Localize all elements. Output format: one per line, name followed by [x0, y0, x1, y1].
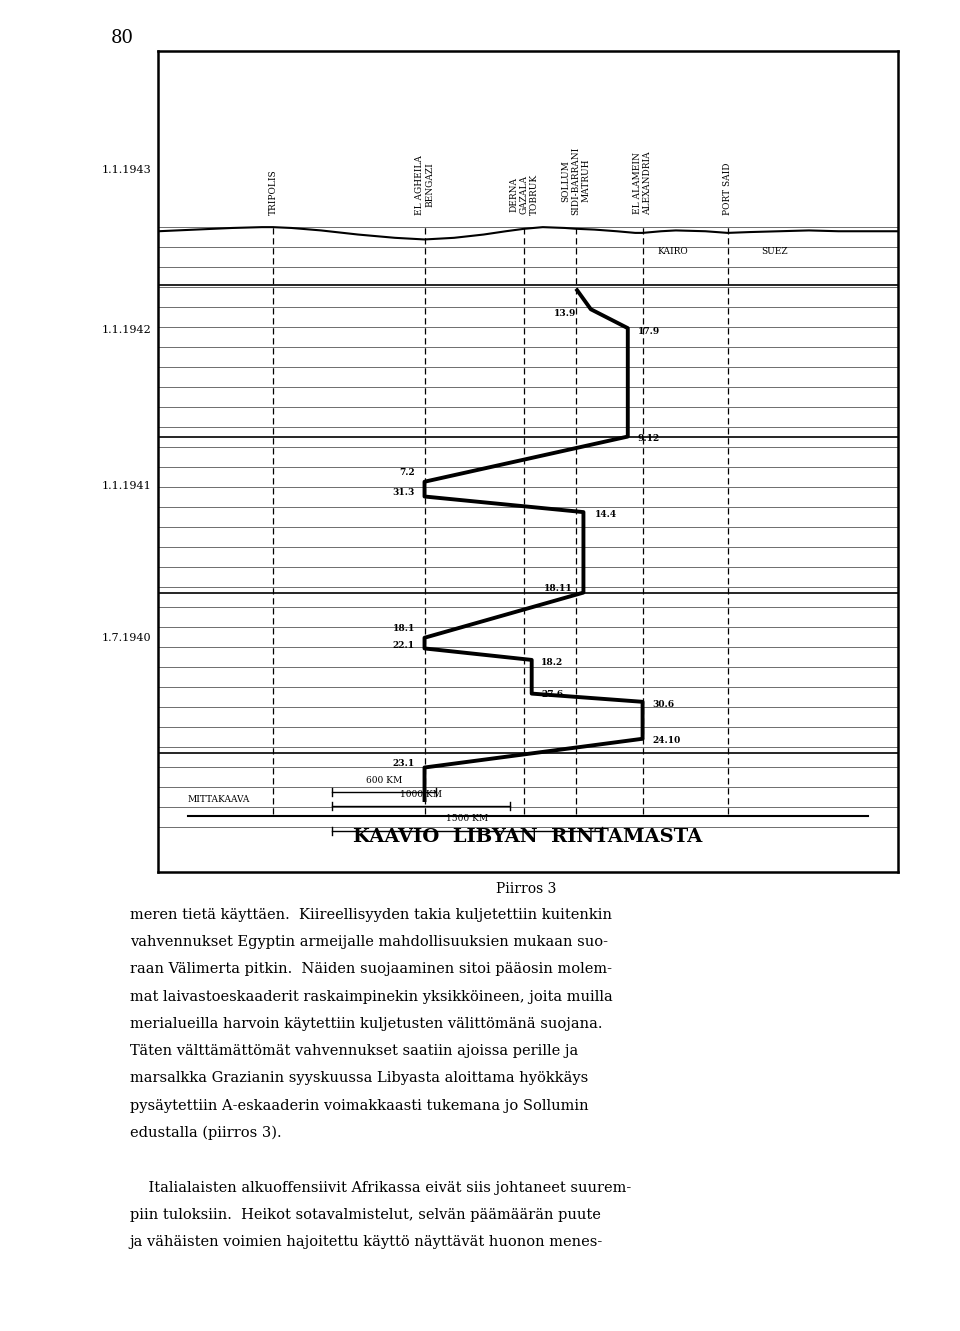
Text: 13.9: 13.9 [554, 309, 576, 318]
Text: 7.2: 7.2 [399, 469, 415, 478]
Text: 80: 80 [110, 28, 133, 47]
Text: 24.10: 24.10 [652, 736, 681, 745]
Text: TRIPOLIS: TRIPOLIS [269, 169, 277, 214]
Text: 1.1.1942: 1.1.1942 [101, 325, 151, 335]
Text: Piirros 3: Piirros 3 [496, 882, 556, 897]
Text: 18.2: 18.2 [541, 658, 564, 667]
Text: vahvennukset Egyptin armeijalle mahdollisuuksien mukaan suo-: vahvennukset Egyptin armeijalle mahdolli… [130, 934, 608, 949]
Text: 600 KM: 600 KM [366, 776, 402, 785]
Text: marsalkka Grazianin syyskuussa Libyasta aloittama hyökkäys: marsalkka Grazianin syyskuussa Libyasta … [130, 1071, 588, 1086]
Text: Italialaisten alkuoffensiivit Afrikassa eivät siis johtaneet suurem-: Italialaisten alkuoffensiivit Afrikassa … [130, 1181, 631, 1195]
Text: 1500 KM: 1500 KM [446, 815, 488, 824]
Text: mat laivastoeskaaderit raskaimpinekin yksikköineen, joita muilla: mat laivastoeskaaderit raskaimpinekin yk… [130, 990, 612, 1004]
Text: pysäytettiin A-eskaaderin voimakkaasti tukemana jo Sollumin: pysäytettiin A-eskaaderin voimakkaasti t… [130, 1099, 588, 1113]
Text: ja vähäisten voimien hajoitettu käyttö näyttävät huonon menes-: ja vähäisten voimien hajoitettu käyttö n… [130, 1235, 603, 1250]
Text: 27.6: 27.6 [541, 689, 564, 699]
Text: piin tuloksiin.  Heikot sotavalmistelut, selvän päämäärän puute: piin tuloksiin. Heikot sotavalmistelut, … [130, 1209, 600, 1222]
Text: KAIRO: KAIRO [658, 248, 688, 257]
Text: 1.7.1940: 1.7.1940 [102, 632, 151, 643]
Text: raan Välimerta pitkin.  Näiden suojaaminen sitoi pääosin molem-: raan Välimerta pitkin. Näiden suojaamine… [130, 962, 612, 977]
Text: DERNA
GAZALA
TOBRUK: DERNA GAZALA TOBRUK [510, 173, 540, 214]
Text: PORT SAID: PORT SAID [723, 162, 732, 214]
Text: edustalla (piirros 3).: edustalla (piirros 3). [130, 1126, 281, 1141]
Text: 31.3: 31.3 [393, 488, 415, 496]
Text: merialueilla harvoin käytettiin kuljetusten välittömänä suojana.: merialueilla harvoin käytettiin kuljetus… [130, 1017, 602, 1032]
Text: 1000 KM: 1000 KM [399, 789, 442, 799]
Text: EL AGHEILA
BENGAZI: EL AGHEILA BENGAZI [415, 154, 434, 214]
Text: EL ALAMEIN
ALEXANDRIA: EL ALAMEIN ALEXANDRIA [633, 152, 652, 214]
Text: MITTAKAAVA: MITTAKAAVA [188, 795, 251, 804]
Text: 18.1: 18.1 [393, 624, 415, 634]
Text: 1.1.1941: 1.1.1941 [101, 480, 151, 491]
Text: 18.11: 18.11 [543, 584, 572, 594]
Text: Täten välttämättömät vahvennukset saatiin ajoissa perille ja: Täten välttämättömät vahvennukset saatii… [130, 1044, 578, 1058]
Text: meren tietä käyttäen.  Kiireellisyyden takia kuljetettiin kuitenkin: meren tietä käyttäen. Kiireellisyyden ta… [130, 908, 612, 922]
Text: 17.9: 17.9 [637, 327, 660, 335]
Text: 9.12: 9.12 [637, 434, 660, 443]
Text: SOLLUM
SIDI-BARRANI
MATRUH: SOLLUM SIDI-BARRANI MATRUH [562, 146, 591, 214]
Text: 22.1: 22.1 [393, 640, 415, 650]
Text: 23.1: 23.1 [393, 759, 415, 768]
Text: 30.6: 30.6 [652, 700, 674, 709]
Text: 1.1.1943: 1.1.1943 [101, 165, 151, 174]
Text: SUEZ: SUEZ [761, 248, 787, 257]
Text: 14.4: 14.4 [594, 510, 616, 519]
Text: KAAVIO  LIBYAN  RINTAMASTA: KAAVIO LIBYAN RINTAMASTA [353, 828, 703, 847]
